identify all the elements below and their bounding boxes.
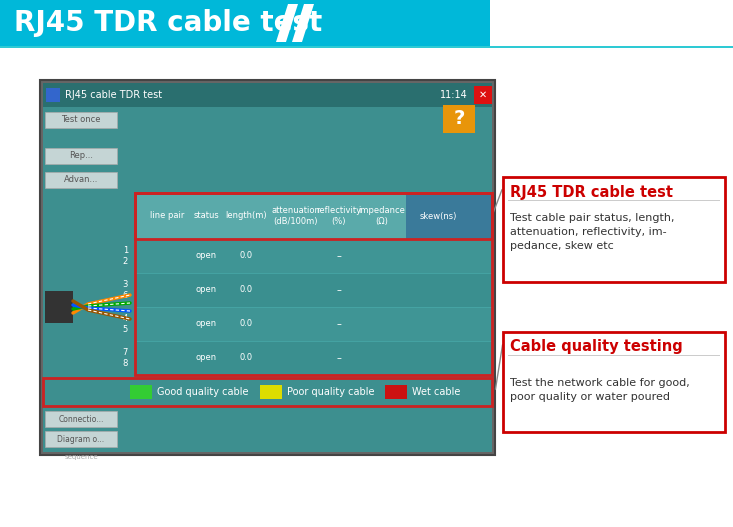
Bar [508, 200, 720, 201]
Bar [135, 193, 492, 239]
Bar [474, 86, 492, 104]
Text: Connectio...: Connectio... [59, 415, 103, 424]
Polygon shape [276, 4, 298, 42]
Bar [43, 378, 492, 406]
Text: Diagram o...: Diagram o... [57, 434, 105, 444]
Bar [135, 307, 492, 341]
Text: reflectivity
(%): reflectivity (%) [316, 206, 361, 226]
Text: Cable quality testing: Cable quality testing [510, 339, 682, 355]
Bar [508, 355, 720, 356]
Text: open: open [196, 286, 217, 295]
Bar [45, 291, 73, 323]
Bar [45, 431, 117, 447]
Polygon shape [292, 4, 314, 42]
Bar [135, 239, 492, 273]
Bar [45, 112, 117, 128]
Bar [135, 193, 492, 239]
Text: RJ45 TDR cable test: RJ45 TDR cable test [510, 184, 673, 200]
Text: Poor quality cable: Poor quality cable [287, 387, 375, 397]
Text: impedance
(Ω): impedance (Ω) [358, 206, 405, 226]
Bar [45, 148, 117, 164]
Text: skew(ns): skew(ns) [420, 211, 457, 220]
Bar [135, 193, 492, 375]
Text: ✕: ✕ [479, 90, 487, 100]
Text: Test the network cable for good,
poor quality or water poured: Test the network cable for good, poor qu… [510, 378, 690, 402]
Text: ?: ? [453, 110, 465, 129]
Bar [45, 172, 117, 188]
Text: 11:14: 11:14 [440, 90, 468, 100]
Text: open: open [196, 251, 217, 260]
Text: 0.0: 0.0 [239, 251, 252, 260]
Bar [43, 83, 492, 452]
Text: 4
5: 4 5 [122, 314, 128, 334]
Bar [130, 385, 152, 399]
Text: –: – [336, 353, 341, 363]
Bar [43, 83, 492, 107]
Text: RJ45 cable TDR test: RJ45 cable TDR test [65, 90, 162, 100]
Text: RJ45 TDR cable test: RJ45 TDR cable test [14, 9, 323, 37]
Text: 1
2: 1 2 [122, 246, 128, 266]
Bar [40, 80, 495, 455]
Bar [45, 411, 117, 427]
Text: 0.0: 0.0 [239, 354, 252, 363]
Bar [46, 88, 60, 102]
Text: –: – [336, 319, 341, 329]
Text: –: – [336, 285, 341, 295]
Text: length(m): length(m) [225, 211, 267, 220]
Text: line pair: line pair [150, 211, 184, 220]
Text: open: open [196, 319, 217, 328]
Text: attenuation
(dB/100m): attenuation (dB/100m) [271, 206, 320, 226]
Text: status: status [194, 211, 219, 220]
Text: Advan...: Advan... [64, 175, 98, 184]
Text: 0.0: 0.0 [239, 286, 252, 295]
Bar [385, 385, 407, 399]
Bar [443, 105, 475, 133]
Text: –: – [336, 251, 341, 261]
Bar [0, 45, 733, 48]
Bar [503, 332, 725, 432]
Bar [135, 273, 492, 307]
Text: 0.0: 0.0 [239, 319, 252, 328]
Text: Test cable pair status, length,
attenuation, reflectivity, im-
pedance, skew etc: Test cable pair status, length, attenuat… [510, 213, 674, 251]
Text: sequence: sequence [65, 454, 97, 460]
Text: Good quality cable: Good quality cable [157, 387, 248, 397]
Bar [43, 378, 492, 406]
Bar [135, 341, 492, 375]
Bar [0, 0, 490, 46]
Text: 3
6: 3 6 [122, 280, 128, 300]
Bar [406, 193, 492, 239]
Bar [260, 385, 282, 399]
Text: open: open [196, 354, 217, 363]
Text: 7
8: 7 8 [122, 348, 128, 368]
Text: Rep...: Rep... [69, 151, 93, 161]
Bar [503, 177, 725, 282]
Text: Wet cable: Wet cable [412, 387, 460, 397]
Text: Test once: Test once [62, 115, 100, 124]
